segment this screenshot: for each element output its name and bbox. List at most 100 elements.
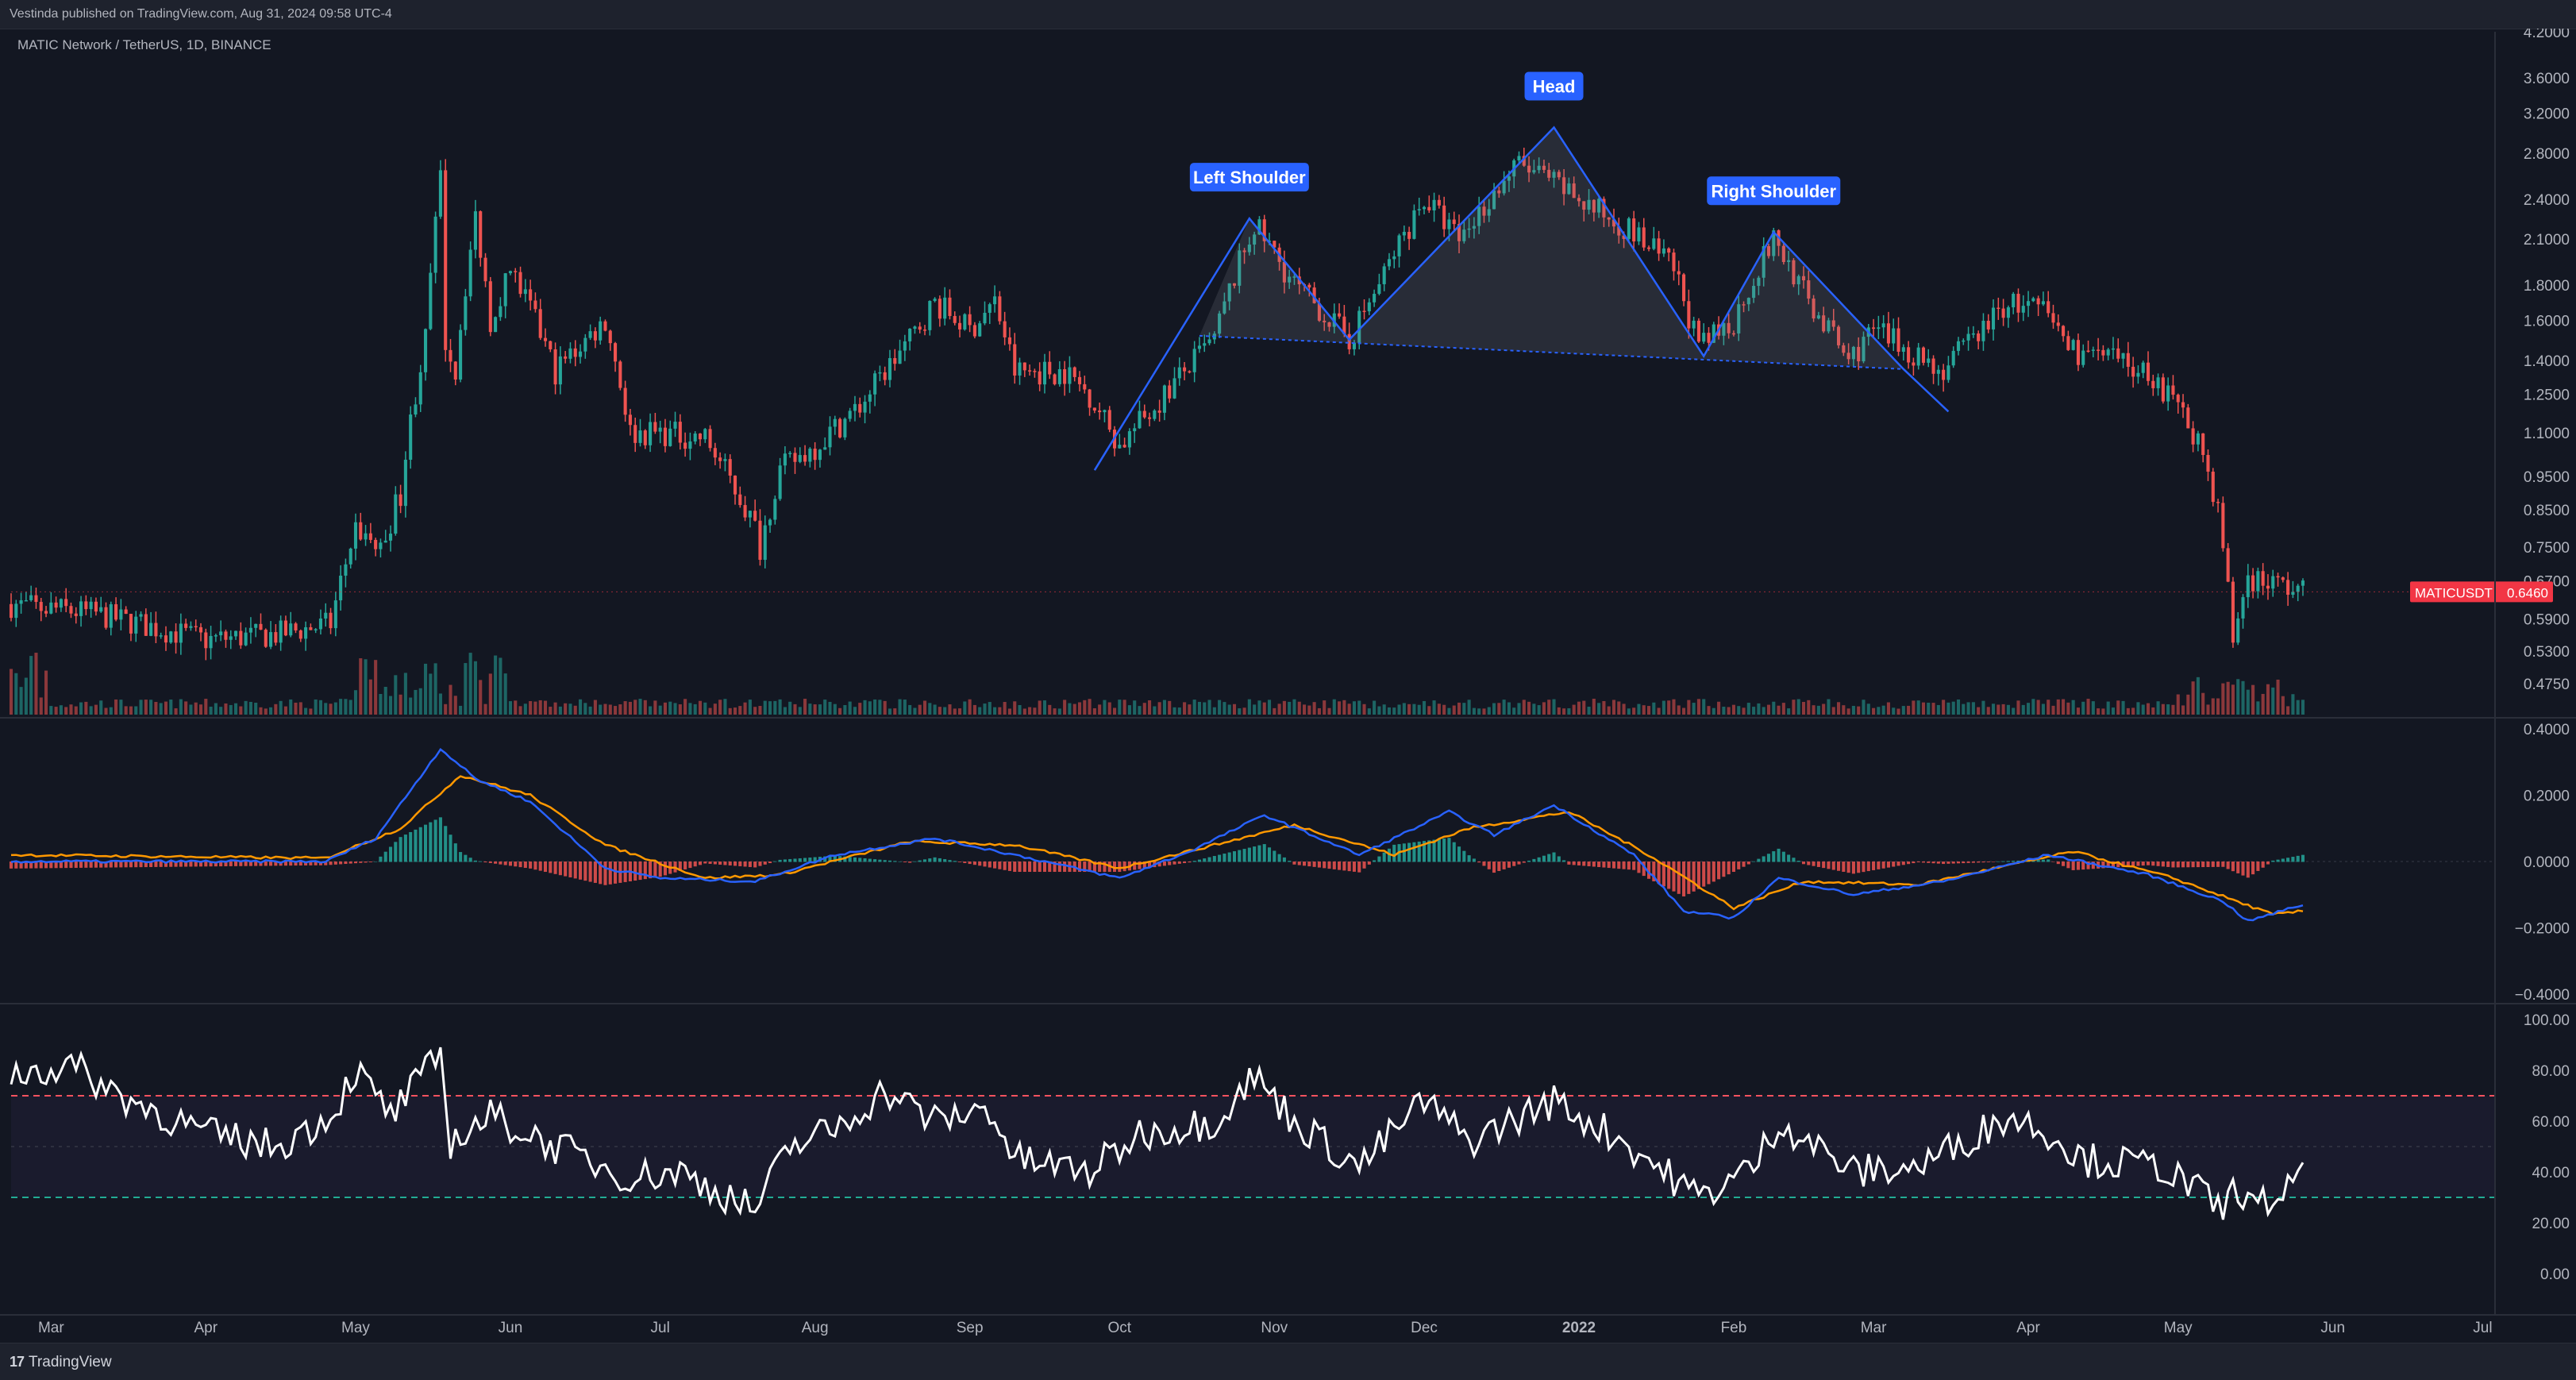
candle[interactable] xyxy=(2081,350,2085,365)
candle[interactable] xyxy=(1422,206,1427,210)
candle[interactable] xyxy=(1737,304,1741,334)
last-price-badge[interactable] xyxy=(2410,581,2553,603)
candle[interactable] xyxy=(998,296,1002,322)
candle[interactable] xyxy=(1177,367,1181,379)
candle[interactable] xyxy=(588,331,592,338)
candle[interactable] xyxy=(2126,353,2130,367)
candle[interactable] xyxy=(778,465,782,499)
candle[interactable] xyxy=(1766,246,1771,256)
candle[interactable] xyxy=(1522,156,1526,166)
candle[interactable] xyxy=(1822,315,1826,332)
candle[interactable] xyxy=(1452,219,1456,225)
candle[interactable] xyxy=(843,418,847,438)
candle[interactable] xyxy=(1622,235,1626,239)
candle[interactable] xyxy=(848,411,852,419)
candle[interactable] xyxy=(1757,277,1761,287)
candle[interactable] xyxy=(948,297,952,316)
candle[interactable] xyxy=(2281,577,2285,580)
candle[interactable] xyxy=(1627,218,1631,239)
candle[interactable] xyxy=(79,601,83,616)
candle[interactable] xyxy=(1342,316,1346,334)
candle[interactable] xyxy=(2276,576,2280,578)
candle[interactable] xyxy=(298,630,302,639)
candle[interactable] xyxy=(603,321,607,331)
candle[interactable] xyxy=(394,494,398,534)
candle[interactable] xyxy=(1837,326,1841,345)
rsi-pane[interactable]: 100.00 80.00 60.00 40.00 20.00 0.00 xyxy=(10,1012,2570,1283)
candle[interactable] xyxy=(2086,350,2090,353)
candle[interactable] xyxy=(1912,362,1916,366)
candle[interactable] xyxy=(1172,378,1176,399)
candle[interactable] xyxy=(1547,169,1551,178)
candle[interactable] xyxy=(1482,206,1486,216)
candle[interactable] xyxy=(1042,361,1047,385)
candle[interactable] xyxy=(248,627,252,633)
candle[interactable] xyxy=(978,323,982,337)
candle[interactable] xyxy=(863,401,867,413)
candle[interactable] xyxy=(59,599,63,608)
candle[interactable] xyxy=(1323,320,1327,323)
candle[interactable] xyxy=(279,620,283,643)
candle[interactable] xyxy=(2016,294,2020,313)
candle[interactable] xyxy=(1377,283,1381,295)
candle[interactable] xyxy=(2047,301,2050,314)
candle[interactable] xyxy=(718,457,722,461)
pattern-label-box[interactable] xyxy=(1189,163,1309,192)
candle[interactable] xyxy=(1057,369,1061,384)
candle[interactable] xyxy=(1133,428,1137,432)
pattern-neckline[interactable] xyxy=(1199,334,1904,370)
candle[interactable] xyxy=(1981,320,1985,341)
candle[interactable] xyxy=(1927,358,1931,363)
candle[interactable] xyxy=(444,170,448,350)
candle[interactable] xyxy=(1966,333,1970,341)
candle[interactable] xyxy=(658,427,662,432)
candle[interactable] xyxy=(44,611,48,614)
candle[interactable] xyxy=(763,525,767,561)
candle[interactable] xyxy=(958,322,962,330)
candle[interactable] xyxy=(274,632,278,643)
candle[interactable] xyxy=(833,418,837,427)
candle[interactable] xyxy=(2191,428,2195,445)
candle[interactable] xyxy=(564,356,568,359)
candle[interactable] xyxy=(968,314,972,326)
candle[interactable] xyxy=(983,312,987,324)
candle[interactable] xyxy=(1028,370,1032,372)
candle[interactable] xyxy=(1232,283,1237,286)
candle[interactable] xyxy=(1238,250,1242,286)
candle[interactable] xyxy=(1642,227,1646,248)
candle[interactable] xyxy=(1003,321,1007,337)
candle[interactable] xyxy=(1562,177,1566,195)
candle[interactable] xyxy=(1127,431,1131,448)
candle[interactable] xyxy=(399,494,402,507)
candle[interactable] xyxy=(134,616,138,634)
candle[interactable] xyxy=(523,289,527,295)
candle[interactable] xyxy=(628,414,632,426)
candle[interactable] xyxy=(549,341,553,349)
candle[interactable] xyxy=(2056,322,2060,326)
candle[interactable] xyxy=(1257,219,1261,235)
candle[interactable] xyxy=(2236,618,2240,643)
candle[interactable] xyxy=(1552,172,1556,178)
candle[interactable] xyxy=(2031,298,2035,302)
candle[interactable] xyxy=(1292,276,1296,278)
candle[interactable] xyxy=(808,449,812,462)
candle[interactable] xyxy=(2041,301,2045,305)
candle[interactable] xyxy=(1103,410,1107,413)
candle[interactable] xyxy=(1587,199,1591,210)
candle[interactable] xyxy=(479,211,483,258)
candle[interactable] xyxy=(1762,246,1765,278)
candle[interactable] xyxy=(803,455,807,462)
candle[interactable] xyxy=(2076,340,2080,365)
candle[interactable] xyxy=(928,301,932,330)
candle[interactable] xyxy=(2121,353,2125,359)
candle[interactable] xyxy=(2111,348,2116,350)
candle[interactable] xyxy=(209,635,213,649)
candle[interactable] xyxy=(1288,276,1292,283)
candle[interactable] xyxy=(174,631,178,643)
candle[interactable] xyxy=(888,358,892,380)
candle[interactable] xyxy=(773,499,777,520)
candle[interactable] xyxy=(623,387,627,415)
candle[interactable] xyxy=(1652,238,1656,249)
candle[interactable] xyxy=(1752,286,1756,299)
candle[interactable] xyxy=(2116,348,2120,359)
